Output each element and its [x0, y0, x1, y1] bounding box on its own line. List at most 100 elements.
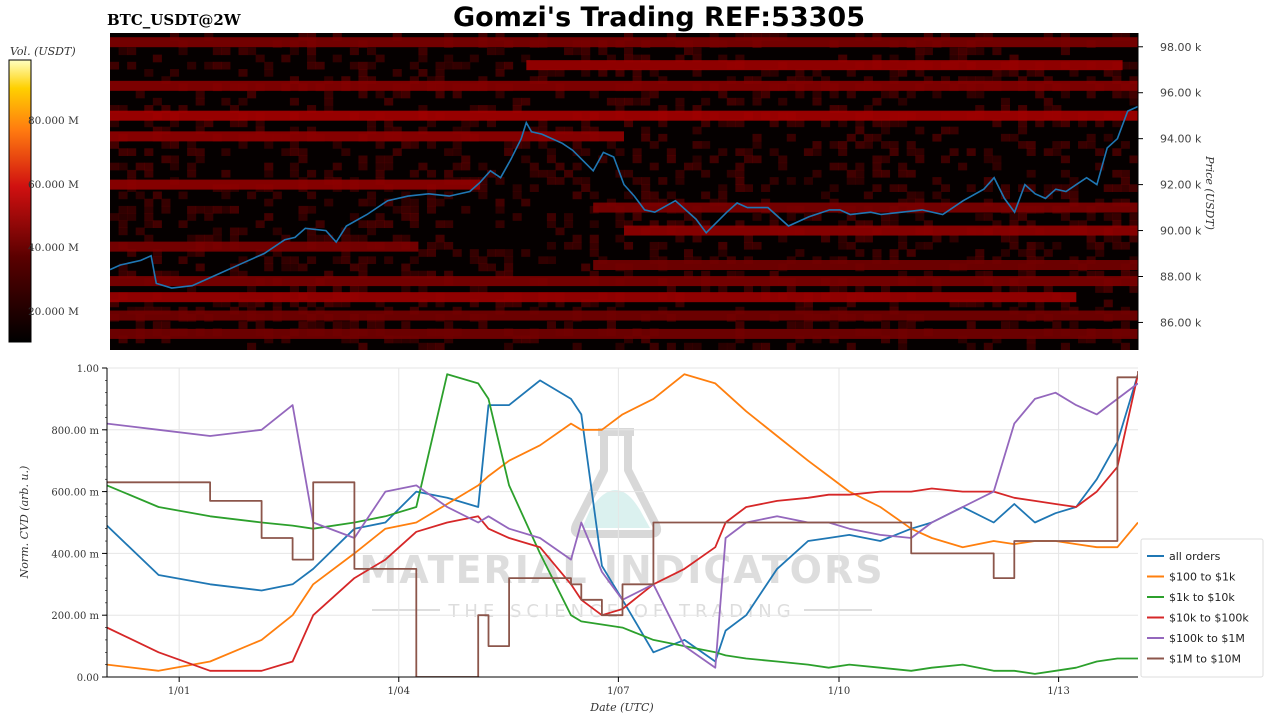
heatmap-cell	[838, 119, 848, 128]
heatmap-cell	[538, 299, 548, 308]
heatmap-cell	[341, 321, 351, 329]
heatmap-cell	[666, 33, 676, 41]
pair-label: BTC_USDT@2W	[107, 11, 242, 29]
heatmap-cell	[367, 191, 377, 200]
colorbar-tick-label: 20.000 M	[28, 306, 79, 318]
heatmap-cell	[169, 69, 180, 77]
heatmap-cell	[195, 205, 205, 214]
heatmap-cell	[435, 61, 445, 70]
heatmap-cell	[966, 321, 976, 329]
heatmap-cell	[289, 256, 299, 265]
heatmap-cell	[161, 198, 171, 207]
heatmap-cell	[1129, 213, 1138, 221]
heatmap-cell	[538, 126, 548, 135]
heatmap-cell	[1120, 198, 1130, 207]
heatmap-cell	[409, 169, 419, 178]
heatmap-cell	[735, 119, 745, 128]
heatmap-cell	[932, 234, 942, 243]
heatmap-cell	[435, 220, 445, 229]
heatmap-cell	[572, 191, 582, 200]
heatmap-cell	[538, 141, 548, 149]
heatmap-cell	[144, 205, 154, 214]
heatmap-cell	[324, 270, 334, 279]
heatmap-cell	[144, 198, 154, 207]
heatmap-cell	[375, 169, 385, 178]
heatmap-cell	[341, 335, 351, 344]
heatmap-cell	[298, 321, 308, 329]
heatmap-cell	[461, 126, 471, 135]
heatmap-cell	[289, 141, 299, 149]
heatmap-cell	[401, 213, 411, 221]
heatmap-cell	[169, 155, 180, 164]
heatmap-cell	[735, 184, 745, 192]
heatmap-cell	[272, 249, 282, 257]
heatmap-cell	[632, 177, 642, 185]
heatmap-cell	[949, 299, 959, 308]
heatmap-cell	[846, 241, 856, 250]
heatmap-cell	[238, 270, 248, 279]
heatmap-cell	[683, 270, 694, 279]
heatmap-cell	[512, 213, 522, 221]
heatmap-cell	[409, 335, 419, 344]
heatmap-cell	[281, 335, 291, 344]
heatmap-cell	[461, 155, 471, 164]
heatmap-cell	[898, 184, 908, 192]
heatmap-cell	[349, 335, 359, 344]
heatmap-cell	[238, 47, 248, 56]
heatmap-cell	[564, 213, 574, 221]
heatmap-cell	[307, 191, 317, 200]
heatmap-cell	[649, 141, 659, 149]
heatmap-cell	[307, 47, 317, 56]
heatmap-cell	[418, 47, 428, 56]
heatmap-cell	[564, 220, 574, 229]
heatmap-cell	[838, 105, 848, 113]
heatmap-cell	[110, 213, 120, 221]
heatmap-cell	[204, 213, 214, 221]
heatmap-cell	[538, 169, 548, 178]
heatmap-cell	[392, 90, 402, 99]
heatmap-cell	[495, 249, 505, 257]
heatmap-cell	[401, 234, 411, 243]
heatmap-cell	[1078, 119, 1088, 128]
heatmap-cell	[743, 148, 753, 156]
heatmap-cell	[1052, 184, 1062, 192]
heatmap-cell	[238, 97, 248, 106]
heatmap-cell	[709, 198, 719, 207]
heatmap-cell	[992, 285, 1002, 293]
heatmap-cell	[546, 169, 556, 178]
heatmap-cell	[855, 126, 865, 135]
heatmap-cell	[803, 299, 813, 308]
heatmap-cell	[881, 169, 891, 178]
heatmap-cell	[983, 148, 993, 156]
heatmap-cell	[307, 54, 317, 63]
heatmap-cell	[135, 191, 145, 200]
heatmap-cell	[992, 119, 1002, 128]
heatmap-cell	[1086, 234, 1096, 243]
heatmap-cell	[701, 220, 711, 229]
heatmap-cell	[1026, 270, 1036, 279]
heatmap-cell	[581, 54, 591, 63]
heatmap-cell	[392, 205, 402, 214]
heatmap-cell	[581, 299, 591, 308]
heatmap-cell	[898, 321, 908, 329]
heatmap-cell	[906, 90, 916, 99]
heatmap-cell	[426, 191, 437, 200]
heatmap-cell	[1009, 213, 1019, 221]
heatmap-cell	[529, 162, 539, 171]
heatmap-cell	[152, 249, 162, 257]
heatmap-cell	[426, 241, 437, 250]
heatmap-cell	[915, 148, 925, 156]
heatmap-cell	[255, 54, 265, 63]
heatmap-cell	[803, 177, 813, 185]
heatmap-cell	[889, 119, 899, 128]
heatmap-cell	[204, 61, 214, 70]
heatmap-cell	[992, 335, 1002, 344]
heatmap-cell	[898, 198, 908, 207]
heatmap-cell	[169, 33, 180, 41]
heatmap-cell	[1018, 285, 1028, 293]
heatmap-cell	[281, 148, 291, 156]
heatmap-cell	[649, 191, 659, 200]
heatmap-cell	[367, 220, 377, 229]
heatmap-cell	[881, 155, 891, 164]
heatmap-cell	[152, 126, 162, 135]
